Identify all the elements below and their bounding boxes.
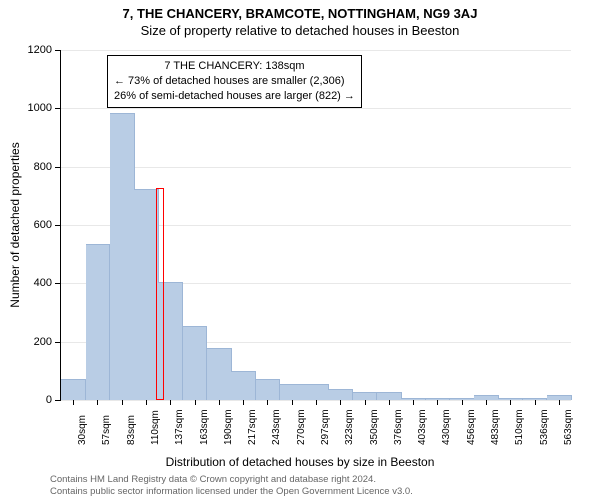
- x-axis-label: Distribution of detached houses by size …: [0, 455, 600, 469]
- x-tick: [365, 400, 366, 405]
- info-box: 7 THE CHANCERY: 138sqm ← 73% of detached…: [107, 55, 362, 108]
- x-tick: [146, 400, 147, 405]
- property-marker: [156, 188, 164, 400]
- bar: [328, 389, 353, 400]
- info-line-1: 7 THE CHANCERY: 138sqm: [114, 59, 355, 74]
- x-tick-label: 30sqm: [77, 415, 88, 445]
- x-tick-label: 483sqm: [490, 409, 501, 445]
- x-tick-label: 563sqm: [563, 409, 574, 445]
- x-tick-label: 403sqm: [417, 409, 428, 445]
- x-tick: [195, 400, 196, 405]
- title-subtitle: Size of property relative to detached ho…: [0, 21, 600, 38]
- info-line-3: 26% of semi-detached houses are larger (…: [114, 89, 355, 104]
- y-tick-label: 0: [46, 394, 52, 406]
- x-tick: [510, 400, 511, 405]
- plot-area: 30sqm57sqm83sqm110sqm137sqm163sqm190sqm2…: [60, 50, 571, 401]
- y-tick: [55, 167, 60, 168]
- x-tick-label: 137sqm: [174, 409, 185, 445]
- y-tick-label: 1000: [28, 102, 52, 114]
- x-tick-label: 297sqm: [320, 409, 331, 445]
- footer: Contains HM Land Registry data © Crown c…: [50, 474, 413, 499]
- x-tick-label: 456sqm: [466, 409, 477, 445]
- x-tick-label: 430sqm: [441, 409, 452, 445]
- x-tick-label: 190sqm: [223, 409, 234, 445]
- bar: [207, 348, 232, 400]
- x-tick-label: 350sqm: [369, 409, 380, 445]
- y-tick-label: 1200: [28, 44, 52, 56]
- x-tick: [243, 400, 244, 405]
- bar: [377, 392, 402, 400]
- y-tick-label: 800: [34, 161, 52, 173]
- x-tick: [437, 400, 438, 405]
- footer-line-1: Contains HM Land Registry data © Crown c…: [50, 474, 413, 486]
- bar: [86, 244, 111, 400]
- x-tick-label: 323sqm: [344, 409, 355, 445]
- bar: [110, 113, 135, 400]
- x-tick-label: 376sqm: [393, 409, 404, 445]
- y-tick: [55, 283, 60, 284]
- y-tick: [55, 225, 60, 226]
- x-tick: [413, 400, 414, 405]
- x-tick: [122, 400, 123, 405]
- x-tick: [559, 400, 560, 405]
- x-tick: [486, 400, 487, 405]
- y-tick-label: 400: [34, 277, 52, 289]
- y-tick: [55, 400, 60, 401]
- x-tick-label: 510sqm: [514, 409, 525, 445]
- bar: [280, 384, 305, 400]
- bar: [353, 392, 378, 400]
- x-tick: [219, 400, 220, 405]
- footer-line-2: Contains public sector information licen…: [50, 486, 413, 498]
- x-tick-label: 243sqm: [271, 409, 282, 445]
- bar: [183, 326, 208, 400]
- y-tick-label: 200: [34, 336, 52, 348]
- chart-container: 7, THE CHANCERY, BRAMCOTE, NOTTINGHAM, N…: [0, 0, 600, 500]
- bar: [61, 379, 86, 400]
- x-tick: [170, 400, 171, 405]
- x-tick-label: 83sqm: [126, 415, 137, 445]
- x-tick: [292, 400, 293, 405]
- x-tick: [340, 400, 341, 405]
- x-tick-label: 536sqm: [539, 409, 550, 445]
- info-line-2: ← 73% of detached houses are smaller (2,…: [114, 74, 355, 89]
- bar: [231, 371, 256, 400]
- x-tick-label: 110sqm: [150, 410, 161, 445]
- x-tick: [267, 400, 268, 405]
- x-tick-label: 217sqm: [247, 409, 258, 445]
- y-tick: [55, 108, 60, 109]
- x-tick: [97, 400, 98, 405]
- y-tick: [55, 50, 60, 51]
- x-tick: [389, 400, 390, 405]
- y-tick-label: 600: [34, 219, 52, 231]
- x-tick-label: 57sqm: [101, 415, 112, 445]
- y-tick: [55, 342, 60, 343]
- x-tick: [73, 400, 74, 405]
- bar: [304, 384, 329, 400]
- x-tick: [316, 400, 317, 405]
- x-tick-label: 163sqm: [199, 409, 210, 445]
- x-tick: [462, 400, 463, 405]
- title-address: 7, THE CHANCERY, BRAMCOTE, NOTTINGHAM, N…: [0, 0, 600, 21]
- x-tick-label: 270sqm: [296, 409, 307, 445]
- y-axis-label: Number of detached properties: [8, 142, 22, 307]
- bar: [256, 379, 281, 400]
- x-tick: [535, 400, 536, 405]
